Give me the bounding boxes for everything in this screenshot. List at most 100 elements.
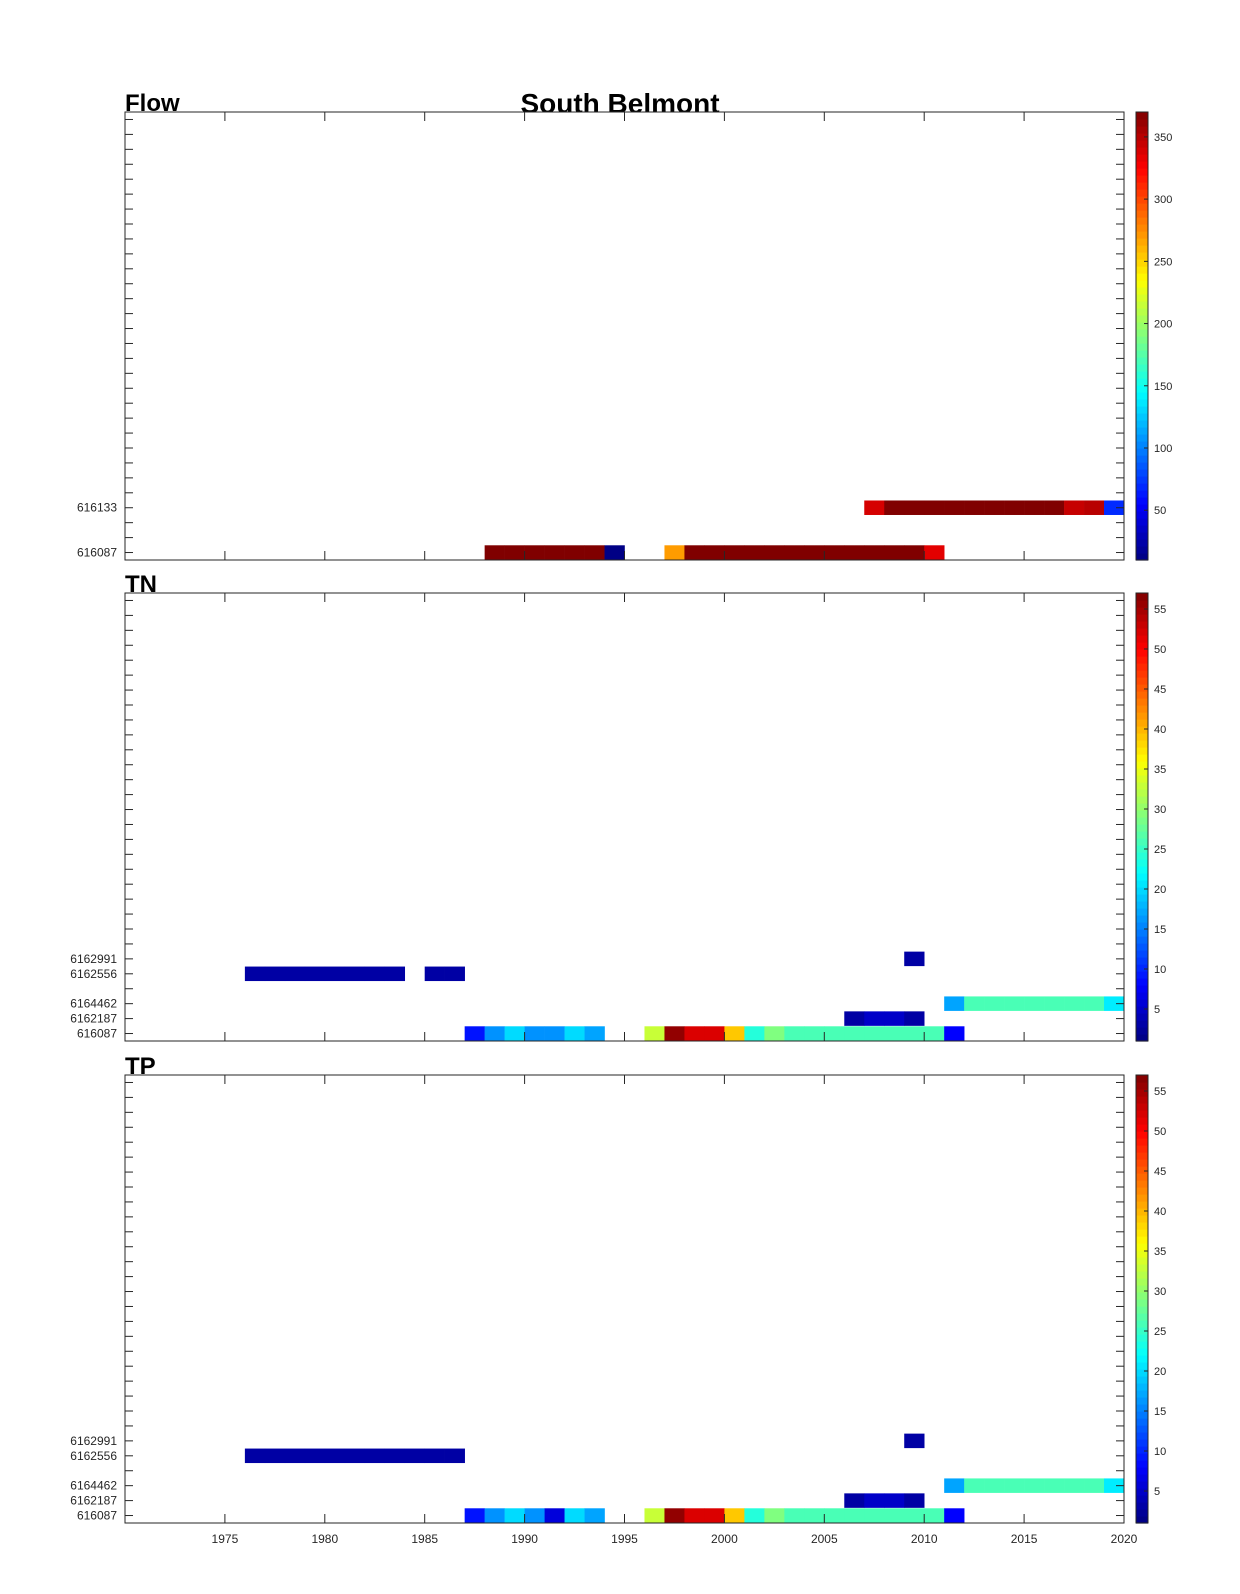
- colorbar-tick-label: 25: [1154, 844, 1166, 856]
- colorbar-swatch: [1136, 775, 1148, 783]
- heatmap-cell: [944, 1508, 965, 1523]
- heatmap-cell: [1064, 500, 1085, 515]
- colorbar-swatch: [1136, 301, 1148, 309]
- colorbar-swatch: [1136, 1089, 1148, 1097]
- heatmap-cell: [584, 1508, 605, 1523]
- colorbar-swatch: [1136, 224, 1148, 232]
- colorbar-tick-label: 350: [1154, 132, 1172, 144]
- colorbar-swatch: [1136, 126, 1148, 134]
- colorbar-swatch: [1136, 161, 1148, 169]
- heatmap-cell: [684, 545, 705, 560]
- colorbar-swatch: [1136, 1404, 1148, 1412]
- heatmap-cell: [724, 1026, 745, 1041]
- colorbar-swatch: [1136, 364, 1148, 372]
- colorbar-swatch: [1136, 642, 1148, 650]
- heatmap-cell: [904, 951, 925, 967]
- heatmap-cell: [784, 1026, 805, 1041]
- colorbar-swatch: [1136, 1278, 1148, 1286]
- heatmap-cell: [344, 1448, 366, 1464]
- heatmap-cell: [944, 996, 965, 1011]
- colorbar-swatch: [1136, 217, 1148, 225]
- colorbar-swatch: [1136, 964, 1148, 972]
- colorbar-swatch: [1136, 943, 1148, 951]
- heatmap-cell: [1104, 996, 1125, 1011]
- colorbar-swatch: [1136, 238, 1148, 246]
- colorbar-swatch: [1136, 1397, 1148, 1405]
- colorbar-swatch: [1136, 1418, 1148, 1426]
- heatmap-cell: [304, 966, 326, 982]
- heatmap-cell: [284, 1448, 306, 1464]
- colorbar-swatch: [1136, 950, 1148, 958]
- heatmap-cell: [644, 1508, 665, 1523]
- heatmap-cell: [424, 966, 445, 982]
- heatmap-cell: [884, 1011, 905, 1026]
- colorbar-swatch: [1136, 1075, 1148, 1083]
- colorbar-swatch: [1136, 546, 1148, 554]
- heatmap-cell: [824, 545, 845, 560]
- colorbar-swatch: [1136, 1152, 1148, 1160]
- colorbar-swatch: [1136, 908, 1148, 916]
- heatmap-cell: [664, 545, 685, 560]
- colorbar-swatch: [1136, 476, 1148, 484]
- colorbar-swatch: [1136, 796, 1148, 804]
- heatmap-cell: [484, 545, 505, 560]
- heatmap-cell: [1064, 996, 1085, 1011]
- heatmap-cell: [644, 1026, 665, 1041]
- colorbar-tick-label: 45: [1154, 684, 1166, 696]
- colorbar-swatch: [1136, 518, 1148, 526]
- colorbar-tick-label: 50: [1154, 1126, 1166, 1138]
- heatmap-cell: [464, 1508, 485, 1523]
- x-tick-label: 2005: [811, 1532, 838, 1546]
- colorbar-swatch: [1136, 754, 1148, 762]
- colorbar-swatch: [1136, 1334, 1148, 1342]
- heatmap-cell: [904, 1433, 925, 1449]
- colorbar-swatch: [1136, 894, 1148, 902]
- colorbar-swatch: [1136, 259, 1148, 267]
- heatmap-cell: [864, 1493, 885, 1508]
- heatmap-cell: [824, 1508, 845, 1523]
- heatmap-cell: [1084, 500, 1105, 515]
- colorbar-swatch: [1136, 936, 1148, 944]
- colorbar-swatch: [1136, 880, 1148, 888]
- colorbar-swatch: [1136, 1243, 1148, 1251]
- heatmap-cell: [564, 1026, 585, 1041]
- colorbar-swatch: [1136, 859, 1148, 867]
- colorbar-swatch: [1136, 656, 1148, 664]
- colorbar-swatch: [1136, 280, 1148, 288]
- colorbar-swatch: [1136, 901, 1148, 909]
- colorbar-swatch: [1136, 782, 1148, 790]
- colorbar-swatch: [1136, 1013, 1148, 1021]
- y-tick-label: 616087: [77, 1509, 117, 1523]
- heatmap-cell: [744, 1026, 765, 1041]
- colorbar-swatch: [1136, 1341, 1148, 1349]
- heatmap-cell: [924, 1026, 945, 1041]
- heatmap-cell: [1004, 1478, 1025, 1493]
- heatmap-cell: [984, 996, 1005, 1011]
- heatmap-cell: [1084, 996, 1105, 1011]
- colorbar-swatch: [1136, 768, 1148, 776]
- colorbar-swatch: [1136, 1215, 1148, 1223]
- heatmap-cell: [464, 1026, 485, 1041]
- colorbar-swatch: [1136, 357, 1148, 365]
- colorbar-swatch: [1136, 1208, 1148, 1216]
- colorbar-swatch: [1136, 504, 1148, 512]
- colorbar-swatch: [1136, 1103, 1148, 1111]
- colorbar-swatch: [1136, 231, 1148, 239]
- colorbar-swatch: [1136, 1250, 1148, 1258]
- colorbar-tick-label: 100: [1154, 443, 1172, 455]
- colorbar-swatch: [1136, 1446, 1148, 1454]
- heatmap-cell: [964, 1478, 985, 1493]
- x-tick-label: 2015: [1011, 1532, 1038, 1546]
- heatmap-cell: [924, 545, 945, 560]
- heatmap-cell: [764, 1508, 785, 1523]
- colorbar-swatch: [1136, 308, 1148, 316]
- heatmap-panel: TP61608761621876164462616255661629911975…: [70, 1053, 1166, 1546]
- heatmap-cell: [364, 966, 386, 982]
- heatmap-cell: [844, 1493, 865, 1508]
- colorbar-swatch: [1136, 635, 1148, 643]
- colorbar-swatch: [1136, 133, 1148, 141]
- colorbar-swatch: [1136, 845, 1148, 853]
- y-tick-label: 6164462: [70, 997, 117, 1011]
- heatmap-cell: [1004, 996, 1025, 1011]
